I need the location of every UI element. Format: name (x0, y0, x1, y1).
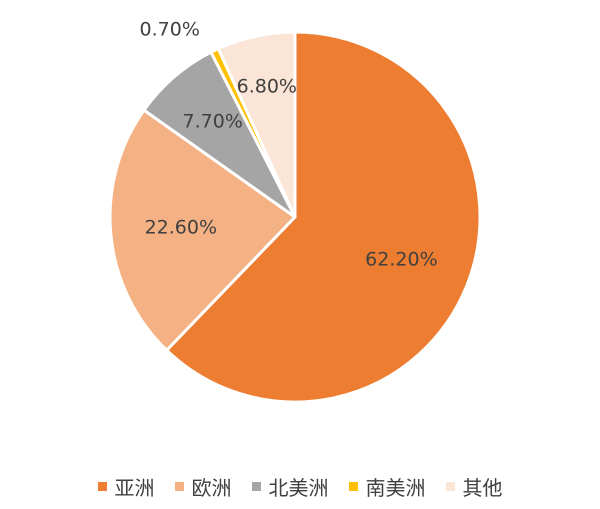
pie-slice-other (216, 30, 297, 219)
legend: 亚洲 欧洲 北美洲 南美洲 其他 (0, 470, 600, 502)
legend-swatch-south-america (348, 481, 358, 491)
legend-swatch-north-america (251, 481, 261, 491)
data-label-asia: 62.20% (365, 248, 437, 270)
legend-swatch-other (445, 481, 455, 491)
legend-item-south-america: 南美洲 (348, 472, 426, 501)
legend-label-europe: 欧洲 (191, 475, 232, 500)
legend-label-other: 其他 (462, 475, 503, 500)
data-label-europe: 22.60% (145, 216, 217, 238)
data-label-north-america: 7.70% (183, 110, 243, 132)
legend-label-north-america: 北美洲 (268, 475, 329, 500)
legend-swatch-europe (174, 481, 184, 491)
legend-label-asia: 亚洲 (114, 475, 155, 500)
legend-item-europe: 欧洲 (174, 472, 232, 501)
legend-label-south-america: 南美洲 (365, 475, 426, 500)
data-label-south-america: 0.70% (140, 19, 200, 41)
pie-slice-asia (165, 30, 482, 404)
legend-item-other: 其他 (445, 472, 503, 501)
legend-item-asia: 亚洲 (97, 472, 155, 501)
pie-slice-europe (108, 108, 297, 352)
data-label-other: 6.80% (237, 75, 297, 97)
legend-swatch-asia (97, 481, 107, 491)
legend-item-north-america: 北美洲 (251, 472, 329, 501)
